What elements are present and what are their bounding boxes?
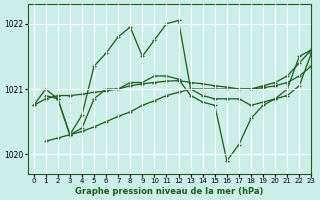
X-axis label: Graphe pression niveau de la mer (hPa): Graphe pression niveau de la mer (hPa) — [75, 187, 264, 196]
